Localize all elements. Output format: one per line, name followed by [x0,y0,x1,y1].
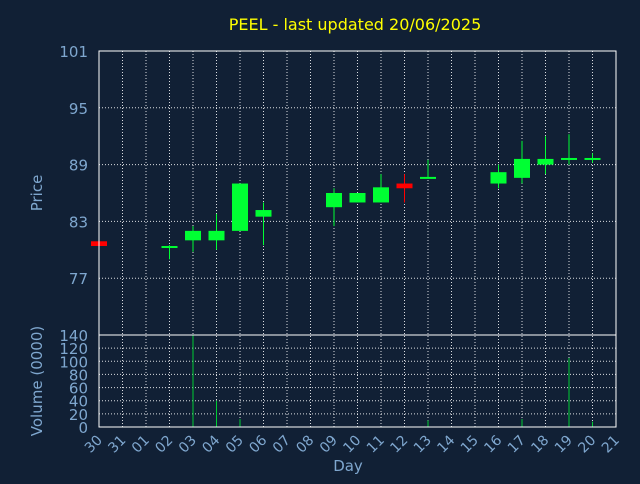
volume-bars [192,335,593,427]
volume-axis-label: Volume (0000) [28,326,46,436]
candle-body [161,246,178,249]
candle-body [326,193,342,208]
candle-body [349,193,366,203]
price-tick-label: 89 [69,157,88,175]
volume-panel-frame [98,334,617,428]
volume-tick-label: 20 [69,406,88,424]
x-axis-label: Day [333,457,363,475]
volume-tick-label: 140 [59,327,88,345]
day-tick-labels: 30 31 01 02 03 04 05 06 07 08 09 10 11 12 13 14 15 16 17 18… [82,432,623,456]
price-tick-label: 95 [69,100,88,118]
price-tick-labels: 101 95 89 83 77 [59,43,88,288]
price-tick-label: 101 [59,43,88,61]
candle-body [561,157,577,160]
candle-body [232,183,248,231]
candle-body [208,230,225,241]
volume-tick-label: 60 [69,380,88,398]
candle-body [185,230,201,241]
candle-body [396,183,413,189]
price-tick-label: 83 [69,213,88,231]
candle-body [490,172,507,184]
volume-tick-label: 120 [59,340,88,358]
volume-tick-label: 100 [59,353,88,371]
candle-body [255,210,272,217]
candle-body [537,158,554,165]
candle-body [584,157,601,160]
candle-body [420,176,436,179]
volume-tick-label: 80 [69,366,88,384]
price-tick-label: 77 [69,270,88,288]
volume-tick-label: 40 [69,393,88,411]
volume-tick-label: 0 [78,419,88,437]
candle-body [373,187,389,203]
candle-body [514,158,530,178]
chart-title: PEEL - last updated 20/06/2025 [229,15,482,34]
price-axis-label: Price [28,175,46,212]
